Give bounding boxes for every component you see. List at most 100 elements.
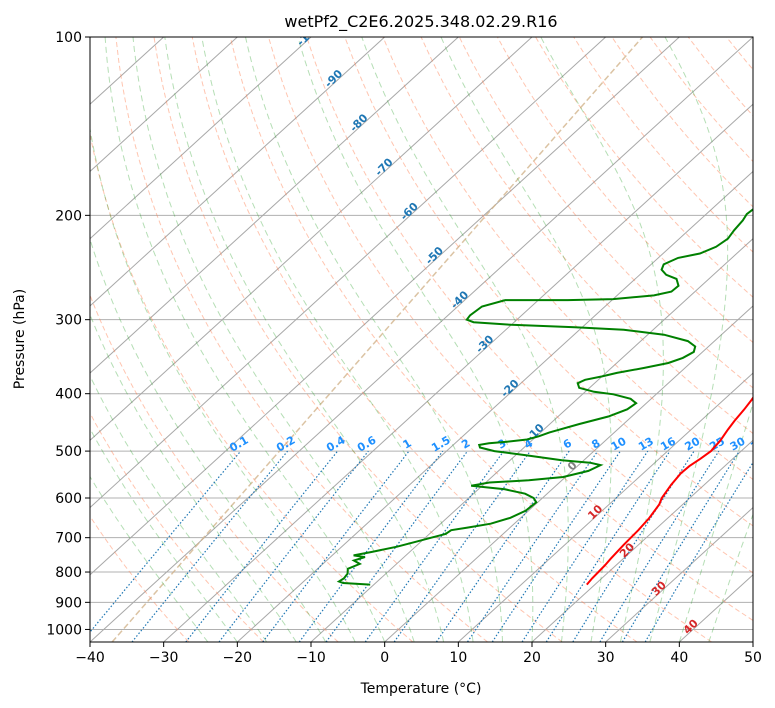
y-axis-ticks: 100 200 300 400 500 600 700 800 900 1000 — [46, 30, 90, 638]
mixing-ratio-line — [262, 450, 410, 642]
x-tick-label: −20 — [223, 650, 253, 666]
moist-adiabat-line — [104, 37, 386, 642]
isotherm-line — [90, 37, 459, 374]
chart-title: wetPf2_C2E6.2025.348.02.29.R16 — [284, 12, 557, 32]
dry-adiabat-line — [229, 37, 712, 642]
mixing-ratio-line — [599, 450, 720, 642]
dry-adiabat-line — [191, 37, 638, 642]
dry-adiabat-line — [726, 37, 753, 71]
moist-adiabat-line — [361, 37, 569, 642]
moist-adiabat-line — [90, 125, 356, 642]
isotherm-label: -80 — [347, 111, 370, 134]
dry-adiabat-line — [344, 37, 753, 527]
mixing-ratio-line — [298, 450, 444, 642]
isotherm-label: 10 — [585, 502, 605, 522]
mixing-ratio-line — [131, 450, 289, 642]
isotherm-label: -60 — [398, 200, 421, 223]
dry-adiabat-line — [90, 412, 264, 642]
moist-adiabat-line — [201, 37, 474, 642]
mixing-ratio-lines — [90, 450, 753, 642]
isotherm-line — [384, 305, 753, 642]
dry-adiabat-line — [611, 37, 753, 208]
isotherm-line — [90, 37, 533, 442]
x-tick-label: −40 — [75, 650, 105, 666]
moist-adiabat-line — [90, 427, 238, 642]
x-tick-label: 30 — [597, 650, 615, 666]
y-tick-label: 700 — [55, 531, 82, 547]
dry-adiabat-line — [153, 37, 563, 642]
moist-adiabat-line — [297, 37, 534, 642]
isotherm-label: -50 — [423, 244, 446, 267]
moist-adiabat-line — [132, 37, 415, 642]
isotherm-label: -30 — [473, 332, 496, 355]
dry-adiabat-line — [535, 37, 753, 298]
x-tick-label: 50 — [744, 650, 762, 666]
isotherm-line — [90, 37, 312, 240]
y-tick-label: 900 — [55, 595, 82, 611]
y-tick-label: 600 — [55, 491, 82, 507]
isotherm-line — [752, 641, 753, 642]
dry-adiabat-line — [90, 131, 414, 642]
y-tick-label: 200 — [55, 208, 82, 224]
moist-adiabat-line — [678, 401, 753, 642]
isotherm-grid — [90, 37, 753, 642]
moist-adiabat-line — [245, 37, 503, 642]
mixing-ratio-line — [393, 450, 531, 642]
mixing-ratio-line — [466, 450, 599, 642]
x-tick-label: 40 — [670, 650, 688, 666]
moist-adiabat-line — [90, 237, 327, 642]
moist-adiabat-line — [164, 37, 445, 642]
y-tick-label: 1000 — [46, 622, 82, 638]
temperature-line — [586, 396, 753, 586]
moist-adiabat-line — [90, 313, 297, 642]
x-tick-label: 0 — [380, 650, 389, 666]
dry-adiabat-line — [496, 37, 753, 344]
isotherm-line — [90, 37, 386, 307]
plot-frame — [89, 36, 754, 643]
dry-adiabat-line — [765, 37, 775, 642]
dry-adiabat-line — [306, 37, 753, 574]
mixing-ratio-line — [521, 450, 649, 642]
mixing-ratio-line — [90, 450, 242, 633]
mixing-ratio-line — [218, 450, 369, 642]
dry-adiabat-line — [687, 37, 753, 117]
mixing-ratio-line — [572, 450, 695, 642]
isotherm-line — [90, 37, 607, 509]
mixing-ratio-label: 2 — [459, 437, 472, 452]
isotherm-line — [163, 103, 753, 642]
moist-adiabat-line — [90, 374, 268, 642]
isotherm-label: -90 — [322, 67, 345, 90]
isotherm-label: -20 — [498, 377, 521, 400]
mixing-ratio-label: 6 — [561, 436, 574, 451]
moist-adiabats — [90, 37, 753, 642]
isotherm-label: -70 — [372, 155, 395, 178]
moist-adiabat-line — [440, 37, 612, 642]
isotherm-line — [90, 37, 680, 576]
frost-line — [111, 37, 644, 642]
isotherm-line — [236, 170, 753, 642]
y-tick-label: 800 — [55, 565, 82, 581]
y-tick-label: 500 — [55, 444, 82, 460]
isotherm-line — [531, 439, 753, 642]
dewpoint-line — [336, 208, 753, 586]
y-axis-title: Pressure (hPa) — [12, 289, 28, 389]
x-tick-label: 10 — [449, 650, 467, 666]
x-tick-label: 20 — [523, 650, 541, 666]
mixing-ratio-label: 36 — [748, 434, 768, 453]
dry-adiabat-line — [649, 37, 753, 163]
sounding-series — [336, 208, 753, 586]
isotherm-line — [90, 37, 753, 642]
isotherm-label: 40 — [681, 617, 701, 637]
isotherm-label: -40 — [448, 288, 471, 311]
isotherm-line — [90, 37, 238, 173]
isotherm-label: -100 — [294, 20, 323, 49]
moist-adiabat-line — [649, 37, 729, 642]
plot-area: -100-90-80-70-60-50-40-30-20-10010203040… — [90, 20, 775, 642]
dry-adiabats — [90, 37, 775, 642]
mixing-ratio-label: 3 — [495, 437, 508, 452]
y-tick-label: 100 — [55, 30, 82, 46]
isotherm-line — [605, 506, 753, 642]
moist-adiabat-line — [708, 513, 753, 642]
